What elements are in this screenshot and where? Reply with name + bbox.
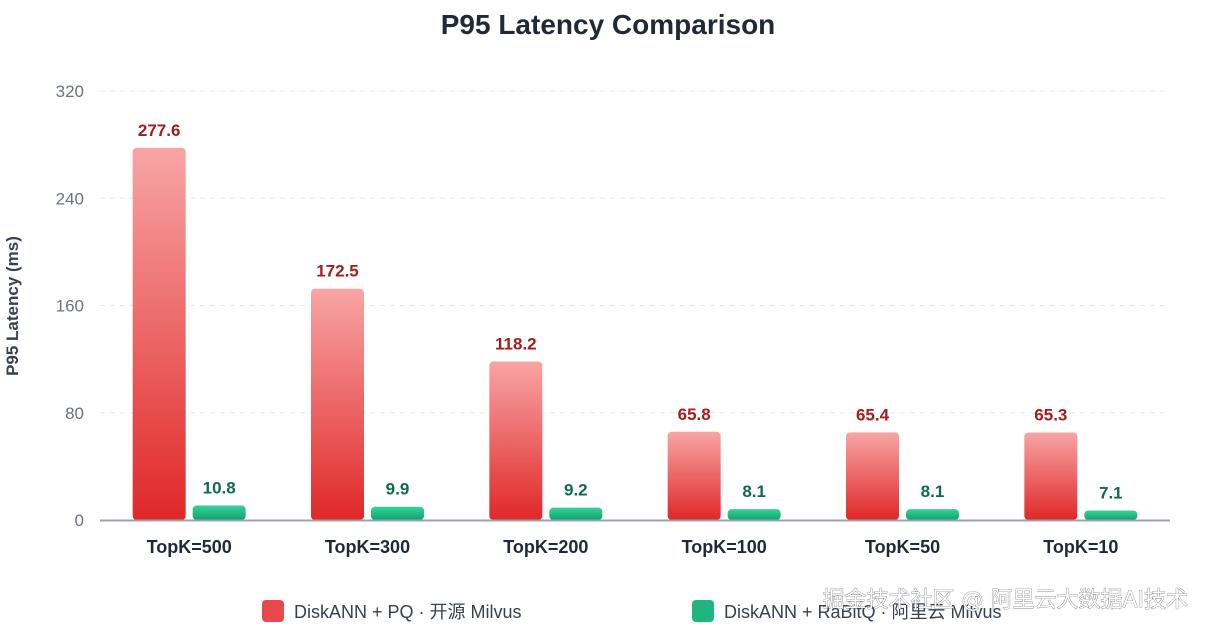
data-label-rabitq: 9.9 bbox=[386, 480, 410, 499]
bar-rabitq bbox=[192, 505, 246, 520]
data-label-pq: 65.4 bbox=[856, 405, 890, 424]
data-label-pq: 65.3 bbox=[1034, 405, 1067, 424]
x-axis-ticks: TopK=500 TopK=300 TopK=200 TopK=100 TopK=50 T… bbox=[147, 537, 1119, 557]
bar-rabitq bbox=[371, 506, 424, 520]
data-label-pq: 277.6 bbox=[138, 121, 181, 140]
bar-rabitq bbox=[906, 509, 959, 520]
watermark-text: 掘金技术社区 @ 阿里云大数据AI技术 bbox=[822, 588, 1188, 613]
bar-pq bbox=[489, 361, 543, 520]
gridlines bbox=[100, 90, 1170, 414]
y-axis-label: P95 Latency (ms) bbox=[3, 236, 22, 376]
bars: 277.6 10.8 172.5 9.9 118.2 9.2 65.8 8.1 65.4 8.1 6… bbox=[132, 121, 1138, 520]
y-axis-ticks: 0 80 160 240 320 bbox=[56, 82, 84, 530]
x-tick-label: TopK=100 bbox=[682, 537, 767, 557]
bar-pq bbox=[1024, 432, 1078, 520]
chart-title: P95 Latency Comparison bbox=[441, 9, 776, 40]
bar-rabitq bbox=[1084, 510, 1138, 520]
data-label-pq: 65.8 bbox=[678, 405, 711, 424]
x-tick-label: TopK=50 bbox=[865, 537, 940, 557]
data-label-pq: 118.2 bbox=[495, 335, 537, 354]
bar-pq bbox=[311, 288, 364, 520]
x-tick-label: TopK=500 bbox=[147, 537, 232, 557]
bar-pq bbox=[846, 432, 899, 520]
legend[interactable]: DiskANN + PQ · 开源 Milvus DiskANN + RaBit… bbox=[262, 600, 1002, 622]
x-tick-label: TopK=300 bbox=[325, 537, 410, 557]
bar-rabitq bbox=[727, 509, 781, 520]
y-tick-label: 320 bbox=[56, 82, 84, 101]
data-label-pq: 172.5 bbox=[316, 262, 359, 281]
bar-pq bbox=[667, 431, 721, 520]
y-tick-label: 160 bbox=[56, 297, 84, 316]
bar-rabitq bbox=[549, 507, 603, 520]
x-tick-label: TopK=10 bbox=[1043, 537, 1118, 557]
data-label-rabitq: 7.1 bbox=[1099, 483, 1123, 502]
x-tick-label: TopK=200 bbox=[503, 537, 588, 557]
data-label-rabitq: 8.1 bbox=[742, 482, 766, 501]
y-tick-label: 240 bbox=[56, 189, 84, 208]
y-tick-label: 80 bbox=[65, 404, 84, 423]
data-label-rabitq: 9.2 bbox=[564, 481, 588, 500]
legend-label-rabitq[interactable]: DiskANN + RaBitQ · 阿里云 Milvus bbox=[724, 602, 1002, 622]
data-label-rabitq: 10.8 bbox=[203, 479, 236, 498]
legend-swatch-rabitq[interactable] bbox=[692, 600, 714, 622]
data-label-rabitq: 8.1 bbox=[921, 482, 945, 501]
bar-pq bbox=[132, 147, 186, 520]
legend-swatch-pq[interactable] bbox=[262, 600, 284, 622]
y-tick-label: 0 bbox=[75, 511, 84, 530]
legend-label-pq[interactable]: DiskANN + PQ · 开源 Milvus bbox=[294, 602, 522, 622]
